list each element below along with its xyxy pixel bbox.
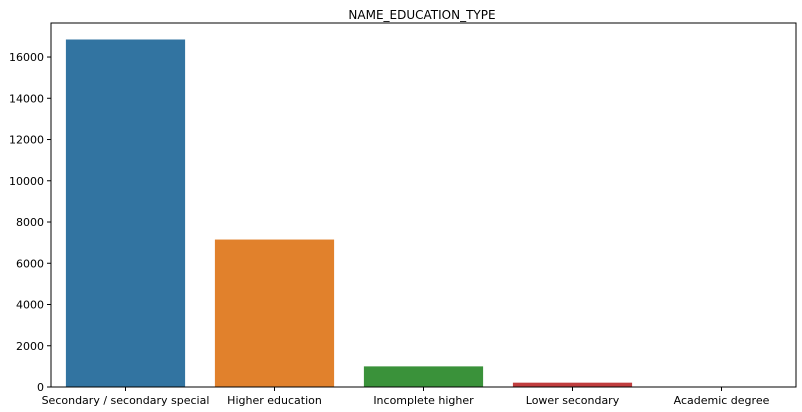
plot-frame: [50, 22, 797, 388]
y-tick-label: 0: [37, 381, 44, 394]
y-axis: 0 2000 4000 6000 8000 10000 12000 14000 16000: [9, 51, 51, 394]
bar-incomplete-higher: [363, 366, 484, 387]
y-tick-label: 16000: [9, 51, 44, 64]
x-tick-label: Higher education: [227, 394, 322, 407]
y-tick-label: 6000: [16, 257, 44, 270]
y-tick-label: 4000: [16, 299, 44, 312]
bars: [65, 39, 782, 387]
y-tick-label: 2000: [16, 340, 44, 353]
x-tick-label: Incomplete higher: [373, 394, 474, 407]
y-tick-label: 12000: [9, 134, 44, 147]
y-tick-label: 10000: [9, 175, 44, 188]
bar-higher-education: [214, 239, 335, 387]
x-tick-label: Secondary / secondary special: [42, 394, 210, 407]
chart-title: NAME_EDUCATION_TYPE: [348, 8, 495, 22]
y-tick-label: 14000: [9, 92, 44, 105]
x-axis: Secondary / secondary special Higher educ…: [42, 387, 770, 407]
x-tick-label: Lower secondary: [526, 394, 620, 407]
bar-lower-secondary: [512, 382, 633, 387]
bar-secondary-secondary-special: [65, 39, 186, 387]
x-tick-label: Academic degree: [674, 394, 770, 407]
y-tick-label: 8000: [16, 216, 44, 229]
